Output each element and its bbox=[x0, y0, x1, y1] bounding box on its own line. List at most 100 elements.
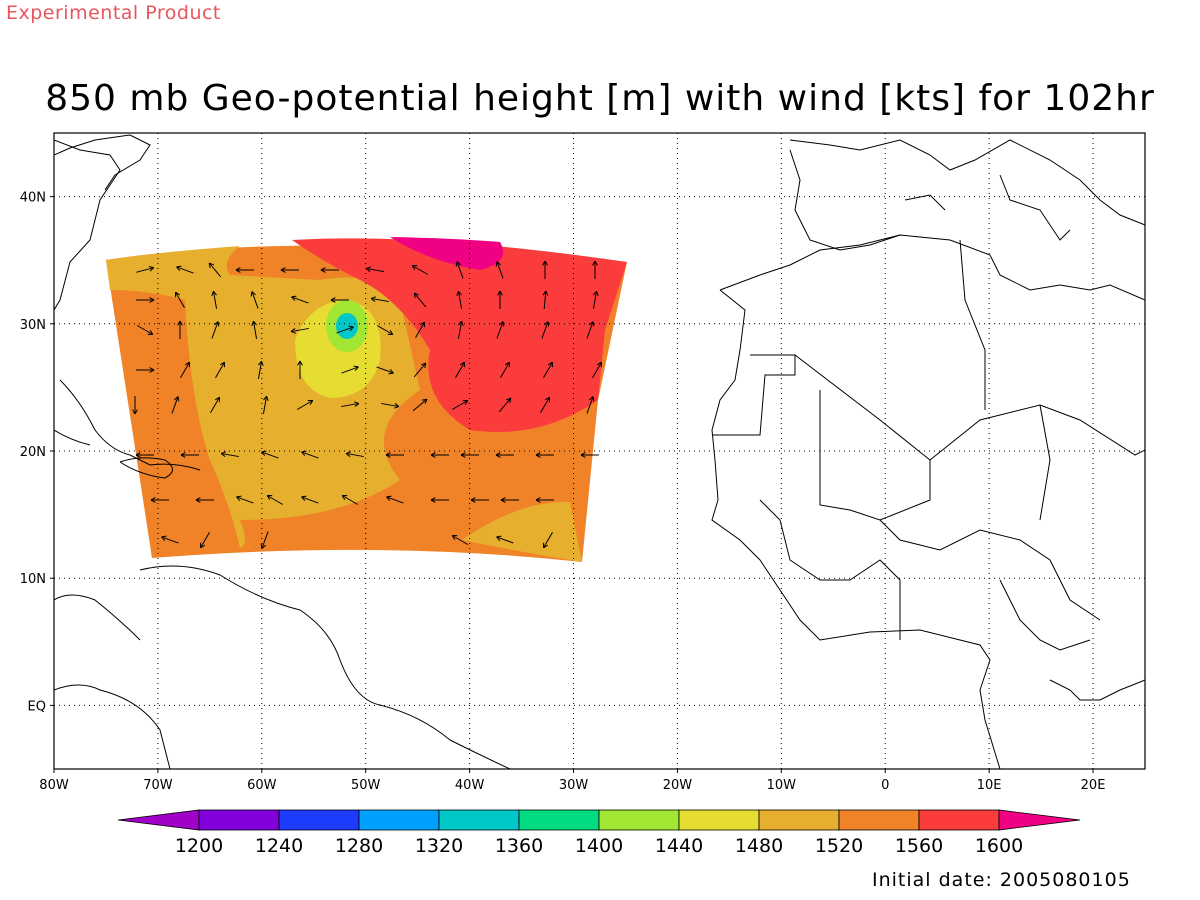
y-tick-label: 40N bbox=[20, 191, 46, 206]
wind-arrow bbox=[540, 396, 550, 414]
wind-arrow bbox=[195, 497, 214, 503]
wind-arrow bbox=[592, 290, 599, 309]
colorbar-label: 1360 bbox=[495, 835, 543, 857]
wind-arrow bbox=[415, 321, 425, 339]
y-tick-label: 20N bbox=[20, 445, 46, 460]
wind-arrow bbox=[385, 452, 404, 458]
wind-arrow bbox=[543, 361, 553, 379]
wind-arrow bbox=[175, 291, 185, 309]
colorbar-label: 1240 bbox=[255, 835, 303, 857]
wind-arrow bbox=[365, 266, 384, 273]
wind-arrow bbox=[500, 497, 519, 503]
initial-date-label: Initial date: 2005080105 bbox=[872, 869, 1131, 891]
colorbar-label: 1560 bbox=[895, 835, 943, 857]
x-tick-label: 60W bbox=[247, 778, 277, 793]
colorbar-label: 1440 bbox=[655, 835, 703, 857]
wind-arrow bbox=[210, 396, 220, 414]
wind-arrow bbox=[260, 531, 269, 549]
wind-arrow bbox=[376, 325, 394, 335]
colorbar-segment bbox=[278, 809, 360, 831]
wind-arrow bbox=[592, 361, 602, 379]
colorbar-segment bbox=[198, 809, 280, 831]
wind-arrow bbox=[495, 261, 504, 279]
wind-arrow bbox=[290, 327, 309, 334]
wind-arrow bbox=[266, 495, 284, 505]
x-tick-label: 40W bbox=[455, 778, 485, 793]
wind-arrow bbox=[381, 402, 400, 409]
wind-arrow bbox=[135, 452, 154, 458]
colorbar-segment bbox=[518, 809, 600, 831]
wind-arrow bbox=[136, 367, 155, 373]
colorbar: 1200 1240 1280 1320 1360 1400 1440 1480 1520 1560… bbox=[117, 809, 1081, 857]
wind-arrow bbox=[500, 361, 510, 379]
colorbar-label: 1320 bbox=[415, 835, 463, 857]
wind-arrow bbox=[251, 320, 258, 339]
x-tick-label: 10W bbox=[767, 778, 797, 793]
wind-arrow bbox=[411, 265, 429, 275]
contour-1480-1520-sw bbox=[462, 501, 582, 562]
wind-arrow bbox=[215, 361, 225, 379]
wind-arrow bbox=[180, 452, 199, 458]
wind-arrow bbox=[208, 262, 222, 278]
wind-arrow bbox=[412, 398, 428, 412]
wind-arrow bbox=[430, 452, 449, 458]
colorbar-segment bbox=[758, 809, 840, 831]
wind-arrow bbox=[451, 535, 469, 545]
x-tick-label: 80W bbox=[39, 778, 69, 793]
contour-above-1600 bbox=[390, 237, 504, 270]
y-tick-label: 30N bbox=[20, 318, 46, 333]
colorbar-upper-extend bbox=[998, 809, 1081, 831]
colorbar-label: 1520 bbox=[815, 835, 863, 857]
wind-arrow bbox=[280, 267, 299, 273]
wind-arrow bbox=[136, 266, 155, 273]
x-tick-label: 0 bbox=[881, 778, 889, 793]
x-tick-label: 20W bbox=[663, 778, 693, 793]
wind-arrow bbox=[161, 535, 179, 544]
wind-arrow bbox=[430, 497, 449, 503]
wind-arrow bbox=[535, 497, 554, 503]
wind-arrow bbox=[136, 325, 154, 335]
wind-arrow bbox=[235, 267, 254, 273]
wind-arrow bbox=[296, 400, 314, 410]
x-axis-ticks: 80W 70W 60W 50W 40W 30W 20W 10W 0 10E 20E bbox=[39, 769, 1105, 793]
colorbar-segment bbox=[838, 809, 920, 831]
contour-1360-1400 bbox=[336, 313, 358, 339]
wind-arrow bbox=[171, 396, 180, 414]
wind-arrow bbox=[200, 531, 210, 549]
graticule bbox=[54, 133, 1145, 769]
wind-arrow bbox=[220, 451, 239, 458]
field-layer bbox=[54, 134, 1145, 769]
wind-arrow bbox=[320, 267, 339, 273]
wind-arrow bbox=[236, 495, 254, 504]
wind-arrow bbox=[460, 452, 479, 458]
y-axis-ticks: 40N 30N 20N 10N EQ bbox=[20, 191, 54, 714]
colorbar-segment bbox=[598, 809, 680, 831]
colorbar-segment bbox=[438, 809, 520, 831]
wind-arrow bbox=[180, 361, 190, 379]
chart-title: 850 mb Geo-potential height [m] with win… bbox=[45, 78, 1155, 119]
wind-arrow bbox=[370, 296, 389, 303]
wind-arrow bbox=[262, 395, 269, 414]
wind-arrow bbox=[301, 450, 319, 459]
colorbar-label: 1200 bbox=[175, 835, 223, 857]
y-tick-label: EQ bbox=[28, 699, 46, 714]
x-tick-label: 50W bbox=[351, 778, 381, 793]
wind-arrow bbox=[498, 397, 512, 413]
colorbar-label: 1600 bbox=[975, 835, 1023, 857]
x-tick-label: 70W bbox=[143, 778, 173, 793]
colorbar-label: 1280 bbox=[335, 835, 383, 857]
colorbar-segment bbox=[678, 809, 760, 831]
wind-arrow bbox=[341, 495, 359, 505]
wind-arrow bbox=[150, 497, 169, 503]
wind-arrow bbox=[455, 261, 464, 279]
wind-vectors bbox=[132, 260, 602, 549]
colorbar-segment bbox=[358, 809, 440, 831]
wind-arrow bbox=[456, 290, 463, 309]
wind-arrow bbox=[386, 495, 404, 504]
wind-arrow bbox=[336, 325, 354, 334]
wind-arrow bbox=[497, 290, 503, 309]
wind-arrow bbox=[543, 531, 553, 549]
wind-arrow bbox=[580, 452, 599, 458]
colorbar-segment bbox=[918, 809, 1000, 831]
wind-arrow bbox=[301, 495, 319, 504]
